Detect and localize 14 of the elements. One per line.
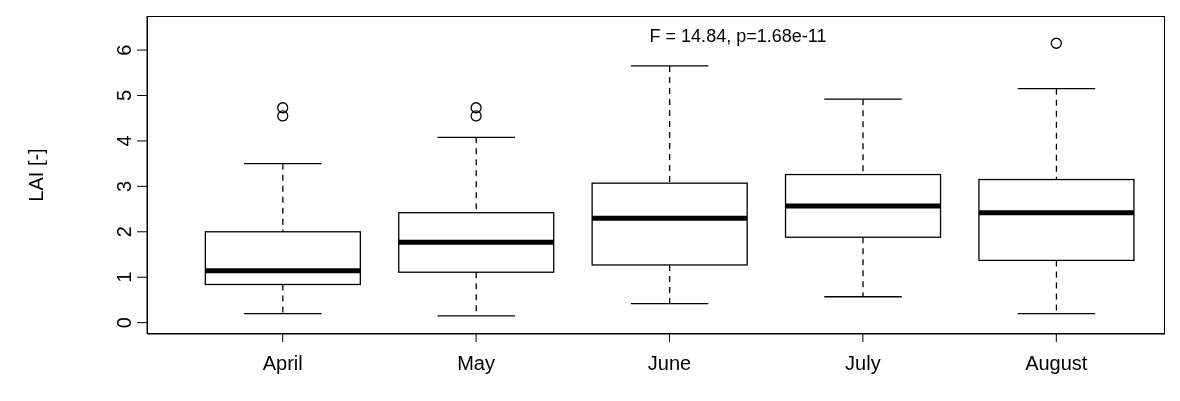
y-axis-title: LAI [-] xyxy=(25,148,48,202)
x-tick-label: June xyxy=(647,352,692,375)
y-tick-label: 6 xyxy=(113,44,135,56)
annotation: F = 14.84, p=1.68e-11 xyxy=(648,26,828,47)
x-tick-label: August xyxy=(1025,352,1088,375)
x-tick-label: April xyxy=(262,352,303,375)
y-tick-label: 5 xyxy=(113,89,135,102)
y-tick-label: 3 xyxy=(113,180,135,192)
x-tick-label: July xyxy=(845,352,881,375)
y-tick-label: 0 xyxy=(113,317,135,329)
y-tick-label: 2 xyxy=(113,226,135,238)
y-tick-label: 1 xyxy=(113,271,135,283)
x-tick-label: May xyxy=(457,352,495,375)
y-tick-label: 4 xyxy=(113,135,135,147)
